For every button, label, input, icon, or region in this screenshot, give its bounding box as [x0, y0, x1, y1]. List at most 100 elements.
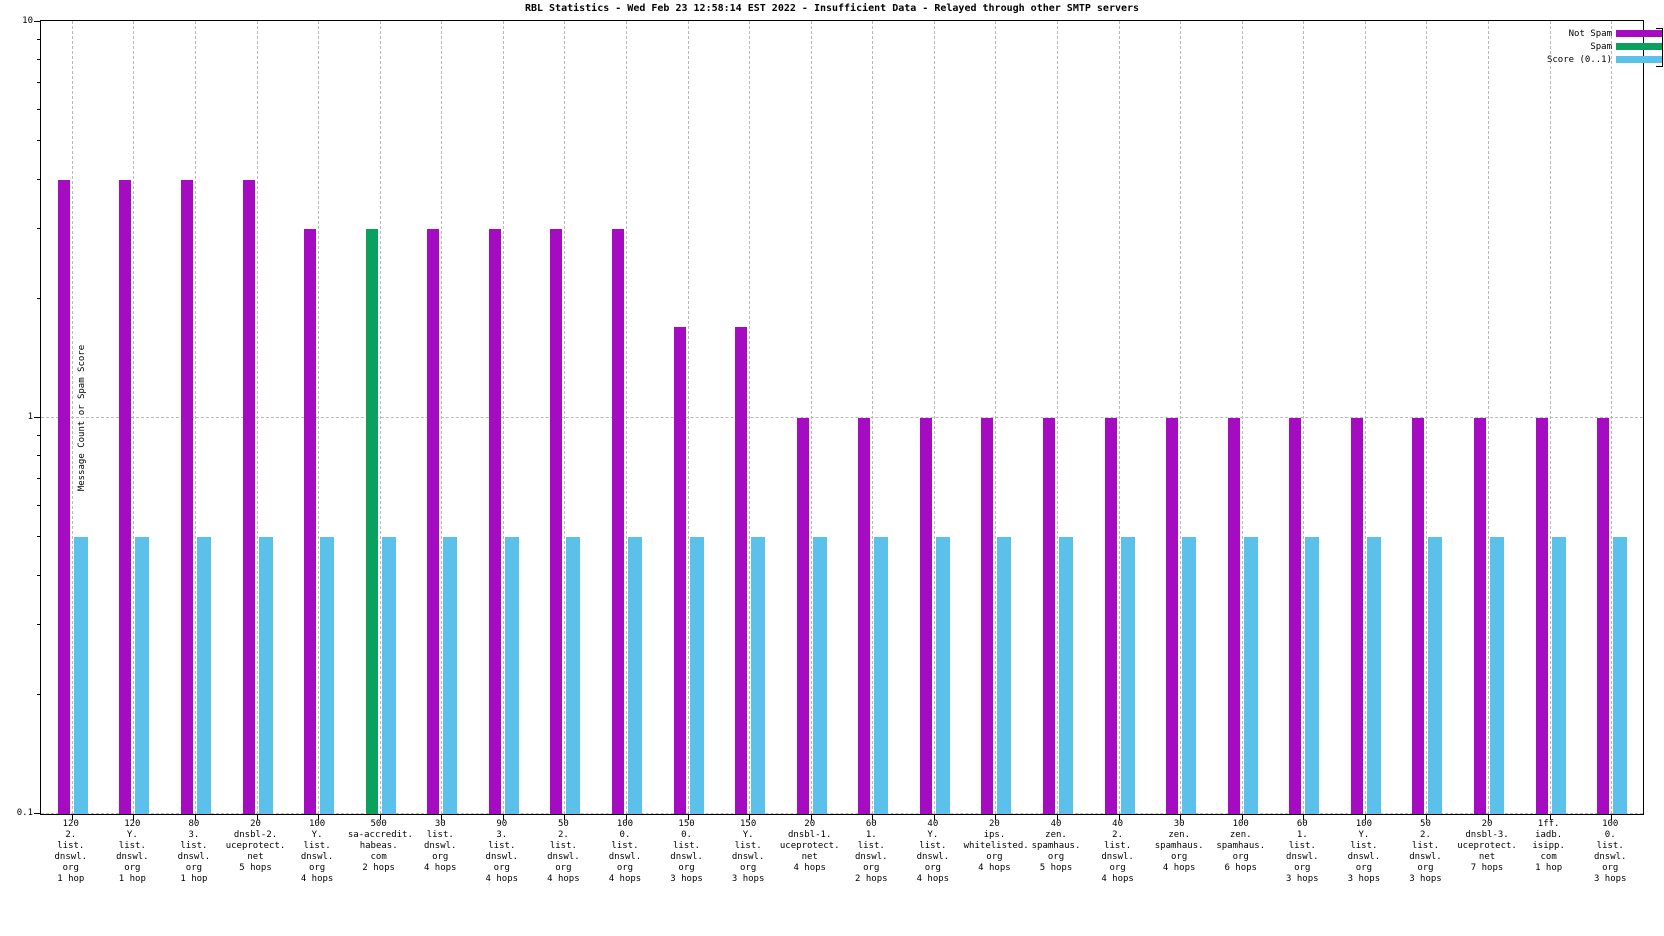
- x-axis-tick-label: 40 2. list. dnswl. org 4 hops: [1087, 819, 1149, 885]
- legend-item: Not Spam: [1547, 28, 1662, 39]
- x-gridline: [872, 21, 874, 814]
- x-gridline: [1488, 21, 1490, 814]
- x-axis-label-line: list.: [180, 841, 208, 851]
- x-gridline: [133, 21, 135, 814]
- x-axis-label-line: 500: [370, 819, 387, 829]
- x-axis-label-line: list.: [1350, 841, 1378, 851]
- x-axis-label-line: dnswl.: [731, 852, 765, 862]
- x-axis-label-line: Y.: [311, 830, 323, 840]
- bar-score: [1305, 537, 1320, 814]
- x-axis-tick: [1549, 814, 1551, 820]
- x-axis-tick: [995, 814, 997, 820]
- x-gridline: [441, 21, 443, 814]
- bar-not-spam: [1043, 418, 1056, 814]
- x-axis-tick: [256, 814, 258, 820]
- x-axis-label-line: spamhaus.: [1216, 841, 1266, 851]
- x-axis-label-line: 2.: [557, 830, 569, 840]
- x-axis-label-line: 5 hops: [1039, 863, 1073, 873]
- legend-item-swatch: [1616, 56, 1662, 63]
- y-axis-minor-tick: [37, 39, 41, 41]
- y-axis-tick: [34, 417, 41, 418]
- bar-score: [935, 537, 950, 814]
- x-axis-tick-label: 50 2. list. dnswl. org 3 hops: [1395, 819, 1457, 885]
- x-axis-label-line: org: [1232, 852, 1249, 862]
- x-axis-label-line: [1518, 874, 1580, 885]
- bar-not-spam: [1227, 418, 1240, 814]
- x-axis-label-line: zen.: [1168, 830, 1190, 840]
- y-axis-minor-tick: [37, 536, 41, 538]
- x-axis-label-line: org: [739, 863, 757, 873]
- x-axis-tick-label: 100 zen. spamhaus. org 6 hops: [1210, 819, 1272, 885]
- x-axis-label-line: dnswl.: [1101, 852, 1134, 862]
- bar-not-spam: [488, 229, 501, 814]
- x-axis-label-line: 20: [250, 819, 261, 829]
- x-axis-label-line: spamhaus.: [1154, 841, 1204, 851]
- bar-score: [1613, 537, 1628, 814]
- x-axis-label-line: list.: [303, 841, 331, 851]
- x-axis-label-line: 6 hops: [1224, 863, 1257, 873]
- x-axis-tick-label: 500 sa-accredit. habeas. com 2 hops: [347, 819, 413, 885]
- x-axis-label-line: ips.: [983, 830, 1006, 840]
- x-axis-label-line: org: [432, 852, 449, 862]
- x-axis-label-line: zen.: [1045, 830, 1067, 840]
- x-axis-label-line: net: [1478, 852, 1496, 862]
- plot-area: 10 1 0.1 Message Count or Spam Score: [17, 16, 1644, 820]
- x-gridline: [1057, 21, 1059, 814]
- x-axis-tick: [933, 814, 935, 820]
- x-axis-label-line: 3 hops: [670, 874, 703, 884]
- x-axis-tick: [1303, 814, 1305, 820]
- x-axis-label-line: 2.: [65, 830, 77, 840]
- x-axis-label-line: spamhaus.: [1031, 841, 1081, 851]
- x-axis-label-line: [779, 874, 841, 885]
- x-axis-label-line: list.: [1596, 841, 1624, 851]
- x-axis-label-line: 120: [124, 819, 141, 829]
- bar-score: [566, 537, 581, 814]
- x-axis-label-line: 50: [1420, 819, 1431, 829]
- x-gridline: [502, 21, 504, 814]
- bar-score: [874, 537, 889, 814]
- legend-item-label: Score (0..1): [1546, 54, 1612, 65]
- x-axis-tick-label: 20 dnsbl-3. uceprotect. net 7 hops: [1456, 819, 1518, 885]
- x-gridline: [933, 21, 935, 814]
- x-axis-label-line: org: [1047, 852, 1065, 862]
- bar-score: [1428, 537, 1443, 814]
- x-axis-label-line: 2 hops: [362, 863, 395, 873]
- bar-not-spam: [427, 229, 440, 814]
- x-axis-label-line: 100: [1355, 819, 1373, 829]
- x-gridline: [1303, 21, 1305, 814]
- x-axis-label-line: habeas.: [359, 841, 398, 851]
- x-axis-label-line: 100: [616, 819, 634, 829]
- x-axis-tick: [810, 814, 812, 820]
- bar-not-spam: [981, 418, 994, 814]
- bar-score: [627, 537, 642, 814]
- x-axis-label-line: list.: [673, 841, 701, 851]
- x-axis-label-line: net: [801, 852, 818, 862]
- x-axis-tick-label: 120 Y. list. dnswl. org 1 hop: [102, 819, 164, 885]
- y-axis-minor-tick: [37, 435, 41, 437]
- x-axis-label-line: 3 hops: [1593, 874, 1627, 884]
- x-axis-label-line: 4 hops: [547, 874, 580, 884]
- y-axis-minor-tick: [37, 228, 41, 230]
- x-axis-label-line: dnsbl-1.: [788, 830, 832, 840]
- x-axis-label-line: list.: [1288, 841, 1316, 851]
- x-axis-label-line: whitelisted.: [963, 841, 1029, 851]
- x-axis-tick: [1611, 814, 1613, 820]
- x-axis-tick-label: 20 dnsbl-1. uceprotect. net 4 hops: [779, 819, 841, 885]
- x-axis-label-line: 7 hops: [1470, 863, 1504, 873]
- x-axis-label-line: 3 hops: [1347, 874, 1381, 884]
- y-axis-minor-tick: [37, 574, 41, 576]
- legend-item-label: Spam: [1590, 41, 1612, 52]
- x-axis-tick-label: 30 zen. spamhaus. org 4 hops: [1148, 819, 1210, 885]
- x-axis-tick: [1488, 814, 1490, 820]
- x-axis-label-line: Y.: [927, 830, 939, 840]
- x-axis-label-line: sa-accredit.: [347, 830, 413, 840]
- x-gridline: [1611, 21, 1613, 814]
- bar-not-spam: [180, 179, 193, 814]
- x-axis-label-line: org: [1355, 863, 1373, 873]
- bar-score: [258, 537, 273, 814]
- bar-score: [1366, 537, 1381, 814]
- x-axis-label-line: 100: [1232, 819, 1249, 829]
- x-axis-label-line: 30: [434, 819, 446, 829]
- x-axis-label-line: list.: [734, 841, 762, 851]
- x-axis-label-line: 1 hop: [57, 874, 85, 884]
